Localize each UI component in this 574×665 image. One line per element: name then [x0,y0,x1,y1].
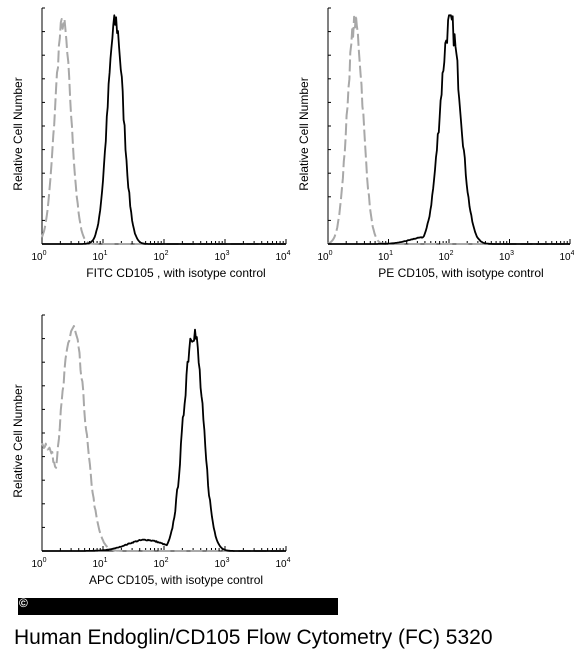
histogram-panel-2: 100 101 102 103 104 Relative Cell Number PE CD… [297,7,574,280]
x-tick-label: 100 [31,557,46,570]
x-tick-label: 100 [31,250,46,263]
x-tick-label: 103 [214,250,229,263]
copyright-symbol: © [19,596,28,610]
x-axis-label: FITC CD105 , with isotype control [86,266,265,280]
cd105-histogram [42,14,286,245]
x-tick-label: 104 [275,557,290,570]
cd105-histogram [42,328,286,552]
histogram-panel-1: 100 101 102 103 104 Relative Cell Number FITC … [11,7,291,280]
x-tick-label: 103 [214,557,229,570]
x-tick-label: 100 [317,250,332,263]
x-tick-label: 102 [438,250,453,263]
y-axis-label: Relative Cell Number [297,77,311,190]
x-tick-label: 101 [92,557,107,570]
y-axis-label: Relative Cell Number [11,77,25,190]
isotype-control-histogram [41,18,287,245]
x-tick-label: 101 [92,250,107,263]
cd105-histogram [328,14,570,245]
y-axis-label: Relative Cell Number [11,384,25,497]
x-tick-label: 104 [275,250,290,263]
x-tick-label: 101 [378,250,393,263]
x-axis-label: PE CD105, with isotype control [378,266,543,280]
figure-caption: Human Endoglin/CD105 Flow Cytometry (FC)… [14,626,493,649]
x-axis-label: APC CD105, with isotype control [89,573,263,587]
x-tick-label: 103 [499,250,514,263]
isotype-control-histogram [327,14,571,245]
x-tick-label: 104 [559,250,574,263]
isotype-control-histogram [41,325,287,552]
copyright-redaction-bar [18,598,338,615]
x-tick-label: 102 [153,557,168,570]
x-tick-label: 102 [153,250,168,263]
histogram-panel-3: 100 101 102 103 104 Relative Cell Number APC C… [11,314,291,587]
